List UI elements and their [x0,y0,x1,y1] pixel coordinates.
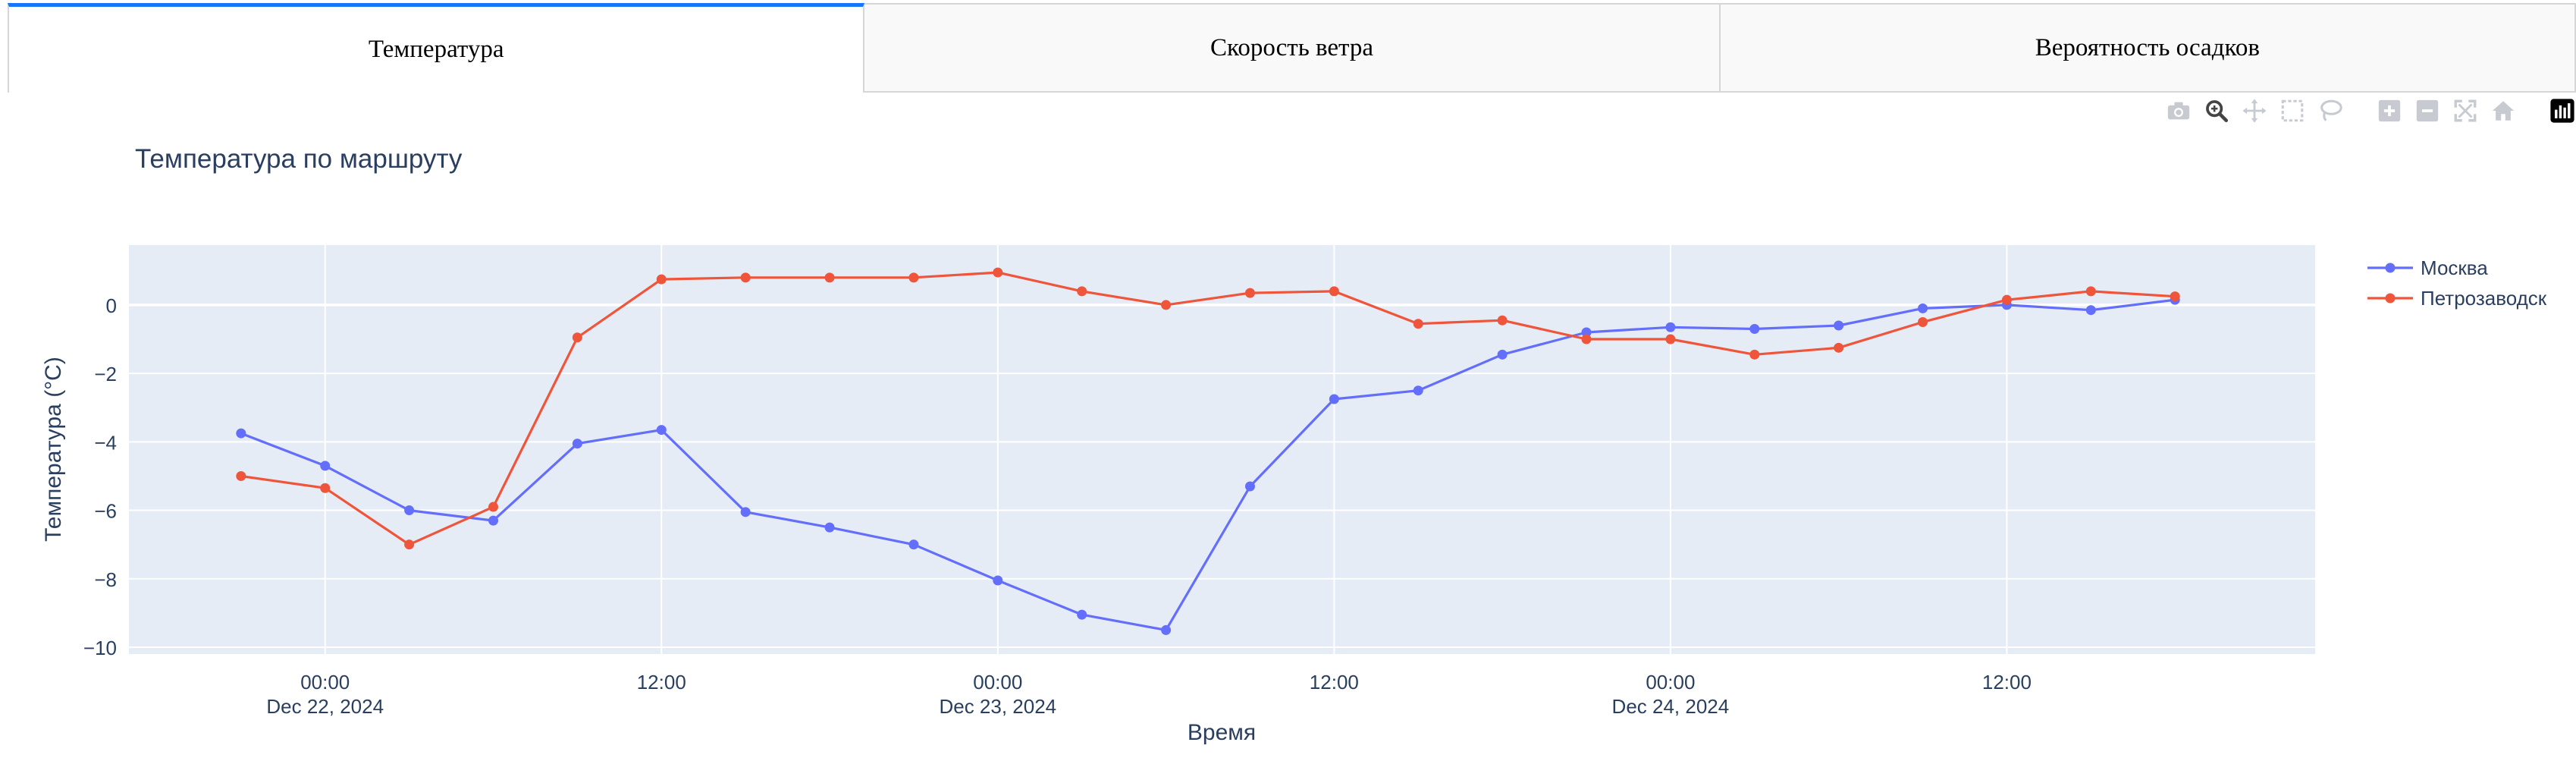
data-point [1749,324,1760,335]
lasso-icon[interactable] [2317,97,2344,124]
tab-wind-speed[interactable]: Скорость ветра [864,3,1721,93]
chart-title: Температура по маршруту [135,144,463,174]
data-point [1497,349,1508,360]
series-petrozavodsk [236,267,2180,550]
data-point [488,502,498,512]
data-point [1077,609,1087,620]
legend-swatch-marker [2385,263,2396,273]
x-tick-label: 12:00 [1310,671,1359,694]
camera-icon[interactable] [2165,97,2192,124]
data-point [824,522,835,533]
data-point [1581,327,1592,338]
zoom-icon[interactable] [2203,97,2230,124]
data-point [2085,286,2096,297]
data-point [2170,291,2180,302]
data-point [740,272,751,283]
data-point [2085,305,2096,316]
y-tick-label: 0 [106,294,117,317]
box-select-icon[interactable] [2279,97,2306,124]
data-point [236,470,246,481]
data-point [1918,303,1928,313]
data-point [1497,315,1508,326]
data-point [404,505,415,516]
data-point [320,461,331,471]
data-point [1665,334,1676,344]
data-point [656,274,667,285]
data-point [572,439,582,449]
data-point [740,507,751,517]
data-point [1749,349,1760,360]
y-tick-label: −2 [94,363,117,385]
x-tick-date-label: Dec 23, 2024 [939,695,1056,718]
data-point [824,272,835,283]
data-point [2001,294,2012,305]
data-point [1161,300,1172,310]
x-gridlines [324,245,2008,654]
x-tick-label: 12:00 [1982,671,2032,694]
data-point [1665,322,1676,332]
data-point [1581,334,1592,344]
x-tick-date-label: Dec 22, 2024 [266,695,384,718]
legend-label: Петрозаводск [2421,287,2547,310]
data-point [1161,624,1172,635]
data-point [908,539,919,550]
legend-item[interactable]: Петрозаводск [2367,287,2547,310]
data-point [1244,288,1255,298]
data-point [993,575,1003,586]
data-point [1834,320,1844,331]
legend-label: Москва [2421,256,2488,279]
x-tick-label: 12:00 [637,671,686,694]
data-point [1413,319,1423,329]
data-point [1077,286,1087,297]
data-point [1918,316,1928,327]
legend: Москва Петрозаводск [2367,256,2547,310]
series-lines [236,267,2180,635]
data-point [1244,481,1255,492]
autoscale-icon[interactable] [2452,97,2479,124]
y-tick-label: −4 [94,431,117,454]
series-line [240,298,2176,632]
y-tick-label: −10 [83,637,117,659]
x-tick-label: 00:00 [973,671,1022,694]
y-gridlines [129,304,2315,648]
data-point [1329,394,1339,404]
x-tick-date-label: Dec 24, 2024 [1612,695,1730,718]
data-point [488,515,498,526]
data-point [572,332,582,343]
legend-item[interactable]: Москва [2367,256,2488,279]
plotly-logo-icon[interactable] [2549,97,2576,124]
x-axis-title: Время [1188,720,1256,745]
tab-bar: Температура Скорость ветра Вероятность о… [8,3,2576,94]
y-tick-label: −6 [94,500,117,523]
data-point [404,539,415,550]
reset-axes-icon[interactable] [2490,97,2517,124]
data-point [656,425,667,436]
y-axis-title: Температура (°C) [41,357,66,542]
data-point [993,267,1003,278]
data-point [908,272,919,283]
data-point [236,428,246,439]
zoom-out-icon[interactable] [2414,97,2441,124]
series-moscow [236,294,2180,635]
data-point [1413,385,1423,396]
legend-swatch-marker [2385,293,2396,304]
modebar [2165,97,2576,124]
tab-temperature[interactable]: Температура [8,3,865,93]
y-tick-label: −8 [94,568,117,591]
tab-precipitation-probability[interactable]: Вероятность осадков [1720,3,2576,93]
plot-area [129,245,2315,654]
x-tick-label: 00:00 [300,671,350,694]
series-line [240,271,2176,546]
data-point [1329,286,1339,297]
zoom-in-icon[interactable] [2376,97,2403,124]
x-tick-label: 00:00 [1646,671,1695,694]
data-point [320,483,331,493]
pan-icon[interactable] [2241,97,2268,124]
data-point [1834,342,1844,353]
y-tick-labels: 0 −2 −4 −6 −8 −10 [83,294,117,659]
